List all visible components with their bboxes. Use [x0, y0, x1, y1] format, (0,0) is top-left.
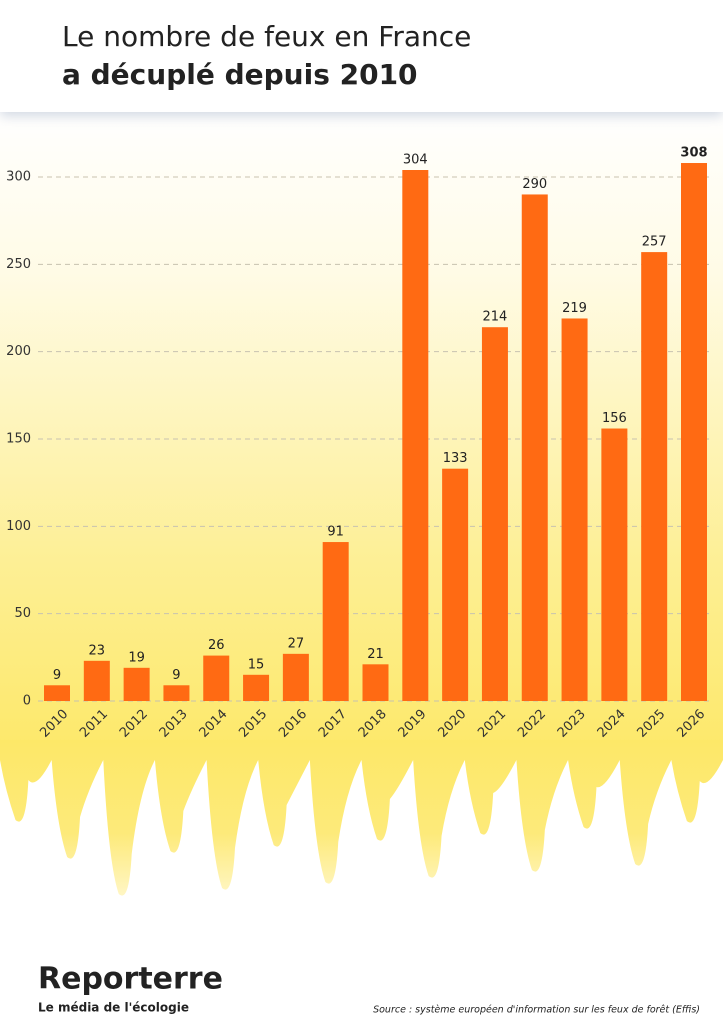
value-label: 308: [680, 146, 707, 161]
value-label: 219: [562, 301, 587, 316]
bar: [44, 685, 70, 701]
value-label: 9: [172, 668, 180, 683]
y-tick-label: 300: [6, 169, 31, 184]
bar: [561, 318, 588, 701]
bar: [203, 655, 230, 701]
bar: [521, 194, 548, 701]
bar: [641, 252, 668, 702]
value-label: 257: [642, 235, 667, 250]
bar: [243, 674, 270, 701]
bar: [402, 170, 429, 702]
y-tick-label: 250: [6, 257, 31, 272]
value-label: 26: [208, 638, 225, 653]
value-label: 9: [53, 668, 61, 683]
chart-subtitle: a décuplé depuis 2010: [62, 58, 418, 91]
bar: [322, 542, 349, 701]
y-tick-label: 150: [6, 431, 31, 446]
bar: [601, 428, 628, 701]
bar: [362, 664, 389, 701]
value-label: 15: [248, 657, 265, 672]
chart-title: Le nombre de feux en France: [62, 20, 471, 53]
value-label: 156: [602, 411, 627, 426]
value-label: 133: [443, 451, 468, 466]
y-tick-label: 100: [6, 519, 31, 534]
value-label: 21: [367, 647, 384, 662]
brand-name: Reporterre: [38, 962, 223, 997]
source: Source : système européen d'information …: [373, 1005, 700, 1016]
bar: [83, 660, 110, 701]
value-label: 304: [403, 153, 428, 168]
brand-tagline: Le média de l'écologie: [38, 1001, 189, 1015]
value-label: 214: [483, 310, 508, 325]
flames-decoration: [0, 740, 723, 896]
y-tick-label: 200: [6, 344, 31, 359]
value-label: 290: [522, 177, 547, 192]
bar: [163, 685, 190, 701]
header: [0, 0, 723, 112]
y-tick-label: 50: [14, 606, 31, 621]
bar: [681, 163, 707, 701]
value-label: 91: [327, 525, 344, 540]
value-label: 27: [288, 636, 305, 651]
bar: [123, 667, 150, 701]
y-tick-label: 0: [23, 694, 31, 709]
value-label: 19: [128, 650, 145, 665]
bar: [481, 327, 508, 701]
bar: [282, 653, 309, 701]
value-label: 23: [89, 643, 106, 658]
bar: [442, 468, 469, 701]
